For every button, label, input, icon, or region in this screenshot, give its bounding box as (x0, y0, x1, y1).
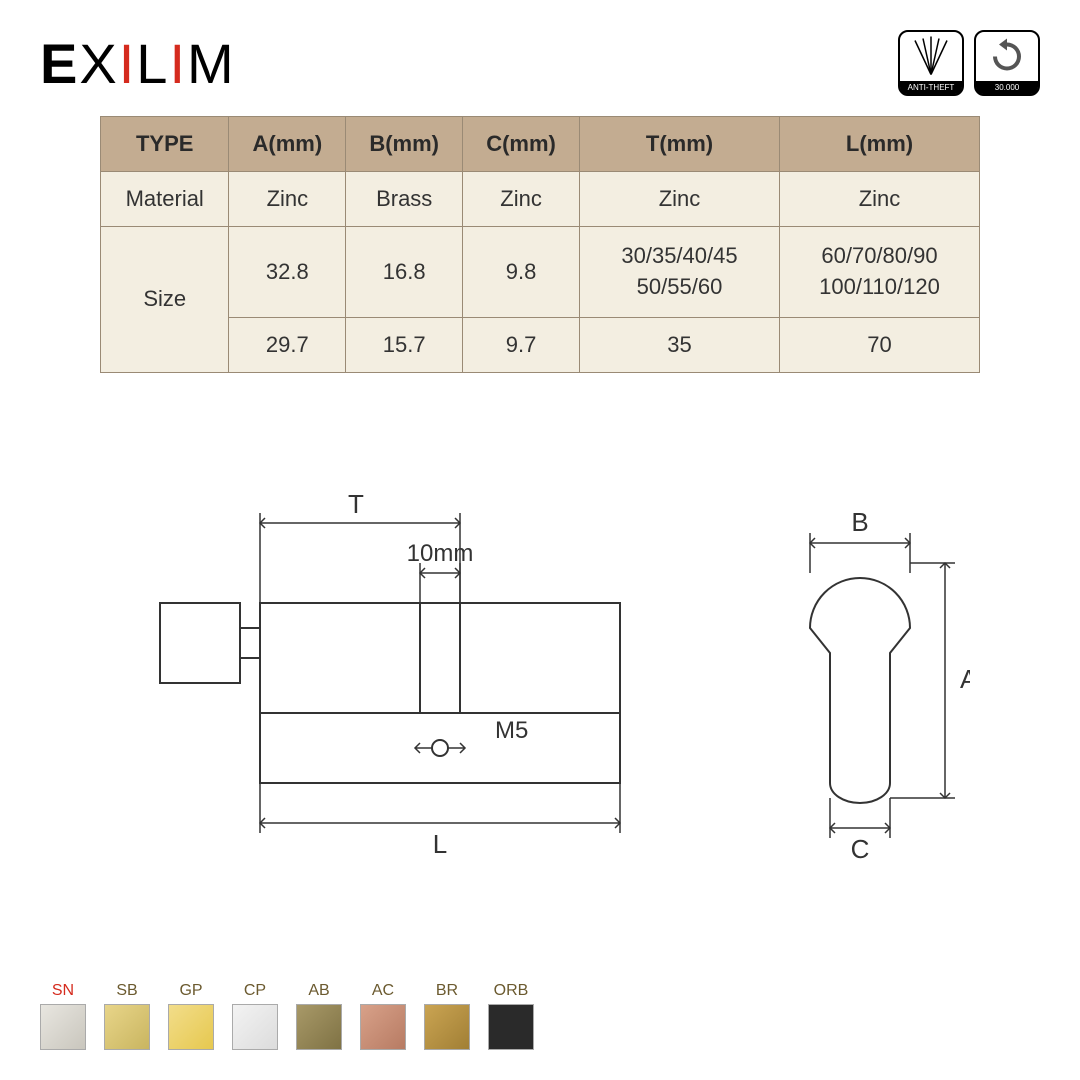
swatch-label: AB (308, 982, 329, 1000)
cycles-icon (985, 32, 1029, 81)
swatch-box (360, 1004, 406, 1050)
spec-table-wrap: TYPE A(mm) B(mm) C(mm) T(mm) L(mm) Mater… (0, 106, 1080, 373)
finish-swatch: CP (232, 982, 278, 1050)
finish-swatch: SN (40, 982, 86, 1050)
col-c: C(mm) (463, 117, 580, 172)
swatch-label: AC (372, 982, 394, 1000)
finish-swatch: BR (424, 982, 470, 1050)
swatch-label: SB (116, 982, 137, 1000)
col-t: T(mm) (580, 117, 780, 172)
col-b: B(mm) (346, 117, 463, 172)
dim-t-label: T (348, 489, 364, 519)
dim-b-label: B (851, 507, 868, 537)
cell: 70 (780, 317, 980, 372)
swatch-box (296, 1004, 342, 1050)
table-row: 29.7 15.7 9.7 35 70 (101, 317, 980, 372)
cell: 29.7 (229, 317, 346, 372)
swatch-label: BR (436, 982, 458, 1000)
cell: 35 (580, 317, 780, 372)
cell: 16.8 (346, 227, 463, 318)
swatch-box (40, 1004, 86, 1050)
cell: 32.8 (229, 227, 346, 318)
finish-swatch: AC (360, 982, 406, 1050)
swatch-box (168, 1004, 214, 1050)
dim-l-label: L (433, 829, 447, 859)
cell: 60/70/80/90100/110/120 (780, 227, 980, 318)
anti-theft-label: ANTI-THEFT (900, 81, 962, 94)
swatch-box (424, 1004, 470, 1050)
swatch-label: GP (179, 982, 202, 1000)
spec-table: TYPE A(mm) B(mm) C(mm) T(mm) L(mm) Mater… (100, 116, 980, 373)
badge-group: ANTI-THEFT 30.000 (898, 30, 1040, 96)
row-label-material: Material (101, 172, 229, 227)
finish-swatch: GP (168, 982, 214, 1050)
swatch-box (232, 1004, 278, 1050)
dim-m5-label: M5 (495, 717, 528, 744)
anti-theft-badge: ANTI-THEFT (898, 30, 964, 96)
swatch-box (488, 1004, 534, 1050)
cycles-label: 30.000 (976, 81, 1038, 94)
cell: Zinc (580, 172, 780, 227)
front-view-diagram: B A C (750, 453, 970, 873)
brand-logo: EXILIM (40, 31, 236, 96)
table-row: Size 32.8 16.8 9.8 30/35/40/4550/55/60 6… (101, 227, 980, 318)
cell: 30/35/40/4550/55/60 (580, 227, 780, 318)
dim-c-label: C (851, 834, 870, 864)
side-view-diagram: T 10mm M5 L (100, 453, 660, 873)
swatch-label: CP (244, 982, 266, 1000)
cell: Zinc (229, 172, 346, 227)
header: EXILIM ANTI-THEFT 30.000 (0, 0, 1080, 106)
finish-swatch: ORB (488, 982, 534, 1050)
cell: Zinc (463, 172, 580, 227)
dim-10mm-label: 10mm (407, 540, 474, 567)
swatch-label: ORB (494, 982, 529, 1000)
dim-a-label: A (960, 664, 970, 694)
finish-swatches: SN SB GP CP AB AC BR ORB (0, 982, 534, 1050)
col-l: L(mm) (780, 117, 980, 172)
row-label-size: Size (101, 227, 229, 373)
table-row: Material Zinc Brass Zinc Zinc Zinc (101, 172, 980, 227)
anti-theft-icon (909, 32, 953, 81)
cell: 9.8 (463, 227, 580, 318)
swatch-label: SN (52, 982, 74, 1000)
col-type: TYPE (101, 117, 229, 172)
col-a: A(mm) (229, 117, 346, 172)
diagram-area: T 10mm M5 L (0, 373, 1080, 893)
cell: Brass (346, 172, 463, 227)
swatch-box (104, 1004, 150, 1050)
cell: Zinc (780, 172, 980, 227)
cell: 15.7 (346, 317, 463, 372)
finish-swatch: AB (296, 982, 342, 1050)
cycles-badge: 30.000 (974, 30, 1040, 96)
cell: 9.7 (463, 317, 580, 372)
table-header-row: TYPE A(mm) B(mm) C(mm) T(mm) L(mm) (101, 117, 980, 172)
finish-swatch: SB (104, 982, 150, 1050)
